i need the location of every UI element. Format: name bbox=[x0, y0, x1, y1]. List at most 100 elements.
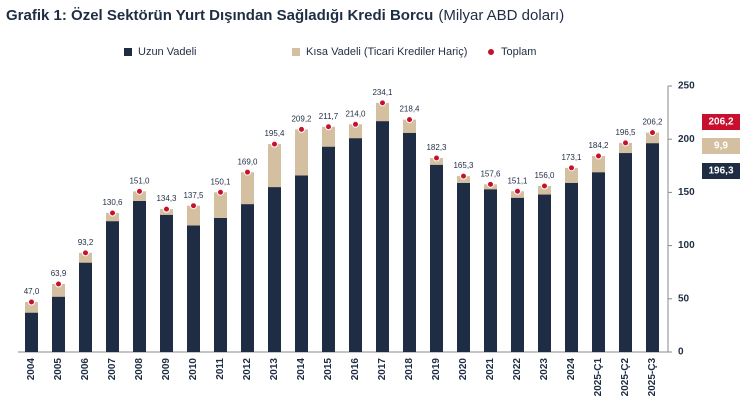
total-label: 137,5 bbox=[183, 191, 204, 200]
total-label: 234,1 bbox=[372, 88, 393, 97]
total-label: 134,3 bbox=[156, 194, 177, 203]
chart-title: Grafik 1: Özel Sektörün Yurt Dışından Sa… bbox=[6, 7, 433, 24]
bar-segment bbox=[268, 187, 281, 352]
y-tick-label: 250 bbox=[678, 81, 695, 92]
x-tick-label: 2014 bbox=[296, 358, 307, 381]
total-marker bbox=[352, 120, 359, 128]
bar-segment bbox=[214, 192, 227, 218]
legend-marker bbox=[488, 49, 494, 55]
total-marker bbox=[541, 182, 548, 190]
total-marker bbox=[649, 129, 656, 137]
total-marker bbox=[487, 180, 494, 188]
bar-segment bbox=[106, 213, 119, 222]
total-label: 195,4 bbox=[264, 129, 285, 138]
legend-label: Uzun Vadeli bbox=[138, 46, 197, 58]
total-marker bbox=[298, 125, 305, 133]
x-tick-label: 2018 bbox=[404, 358, 415, 381]
bar-segment bbox=[592, 156, 605, 173]
chart-subtitle: (Milyar ABD doları) bbox=[438, 7, 564, 24]
callout-label: 206,2 bbox=[708, 117, 733, 128]
bar-segment bbox=[133, 191, 146, 201]
total-label: 196,5 bbox=[615, 128, 636, 137]
total-marker bbox=[568, 164, 575, 172]
total-marker bbox=[244, 168, 251, 176]
bar-segment bbox=[25, 301, 38, 313]
bar-segment bbox=[619, 153, 632, 352]
total-label: 173,1 bbox=[561, 153, 582, 162]
x-tick-label: 2022 bbox=[512, 358, 523, 381]
callout-label: 196,3 bbox=[708, 166, 733, 177]
bar-segment bbox=[52, 284, 65, 297]
bar-segment bbox=[376, 121, 389, 352]
total-marker bbox=[379, 99, 386, 107]
bar-segment bbox=[52, 296, 65, 352]
total-marker bbox=[514, 187, 521, 195]
bar-segment bbox=[484, 189, 497, 352]
legend-label: Toplam bbox=[501, 46, 536, 58]
bar-segment bbox=[565, 167, 578, 183]
total-label: 63,9 bbox=[51, 269, 67, 278]
bar-segment bbox=[295, 175, 308, 352]
bar-segment bbox=[160, 214, 173, 352]
y-tick-label: 0 bbox=[678, 347, 684, 358]
total-marker bbox=[622, 139, 629, 147]
bar-segment bbox=[79, 252, 92, 263]
bar-segment bbox=[619, 142, 632, 154]
bar-segment bbox=[322, 146, 335, 352]
total-label: 165,3 bbox=[453, 161, 474, 170]
total-marker bbox=[325, 123, 332, 131]
x-tick-label: 2011 bbox=[215, 358, 226, 380]
x-tick-label: 2016 bbox=[350, 358, 361, 381]
x-tick-label: 2024 bbox=[566, 358, 577, 381]
total-label: 182,3 bbox=[426, 143, 447, 152]
bar-segment bbox=[538, 186, 551, 195]
total-label: 151,1 bbox=[507, 176, 528, 185]
bar-segment bbox=[268, 144, 281, 188]
y-tick-label: 50 bbox=[678, 293, 690, 304]
bar-segment bbox=[241, 172, 254, 205]
total-label: 209,2 bbox=[291, 115, 312, 124]
x-tick-label: 2015 bbox=[323, 358, 334, 381]
y-tick-label: 100 bbox=[678, 240, 695, 251]
legend-label: Kısa Vadeli (Ticari Krediler Hariç) bbox=[306, 46, 467, 58]
bar-segment bbox=[403, 119, 416, 133]
bar-segment bbox=[295, 129, 308, 176]
total-label: 169,0 bbox=[237, 157, 258, 166]
legend-swatch bbox=[292, 48, 300, 56]
chart-header: Grafik 1: Özel Sektörün Yurt Dışından Sa… bbox=[6, 7, 564, 24]
bar-segment bbox=[25, 312, 38, 352]
total-label: 184,2 bbox=[588, 141, 609, 150]
total-label: 93,2 bbox=[78, 238, 94, 247]
total-marker bbox=[460, 172, 467, 180]
total-label: 218,4 bbox=[399, 105, 420, 114]
bar-segment bbox=[133, 200, 146, 352]
x-tick-label: 2010 bbox=[188, 358, 199, 381]
x-tick-label: 2025-Ç1 bbox=[593, 358, 604, 397]
x-tick-label: 2006 bbox=[80, 358, 91, 381]
callout-box bbox=[702, 138, 740, 154]
x-tick-label: 2025-Ç2 bbox=[620, 358, 631, 397]
x-tick-label: 2009 bbox=[161, 358, 172, 381]
x-tick-label: 2019 bbox=[431, 358, 442, 381]
total-marker bbox=[136, 187, 143, 195]
bar-segment bbox=[79, 262, 92, 352]
y-tick-label: 200 bbox=[678, 134, 695, 145]
bar-segment bbox=[457, 182, 470, 352]
total-marker bbox=[406, 116, 413, 124]
x-tick-label: 2021 bbox=[485, 358, 496, 381]
total-label: 151,0 bbox=[129, 176, 150, 185]
bar-segment bbox=[592, 172, 605, 352]
bar-segment bbox=[106, 221, 119, 352]
x-tick-label: 2005 bbox=[53, 358, 64, 381]
total-label: 157,6 bbox=[480, 169, 501, 178]
bar-segment bbox=[187, 205, 200, 226]
bar-segment bbox=[403, 132, 416, 352]
total-label: 214,0 bbox=[345, 109, 366, 118]
total-label: 156,0 bbox=[534, 171, 555, 180]
bar-segment bbox=[646, 132, 659, 144]
bar-segment bbox=[349, 124, 362, 139]
bar-segment bbox=[349, 138, 362, 352]
total-marker bbox=[28, 298, 35, 306]
total-label: 211,7 bbox=[319, 112, 339, 121]
